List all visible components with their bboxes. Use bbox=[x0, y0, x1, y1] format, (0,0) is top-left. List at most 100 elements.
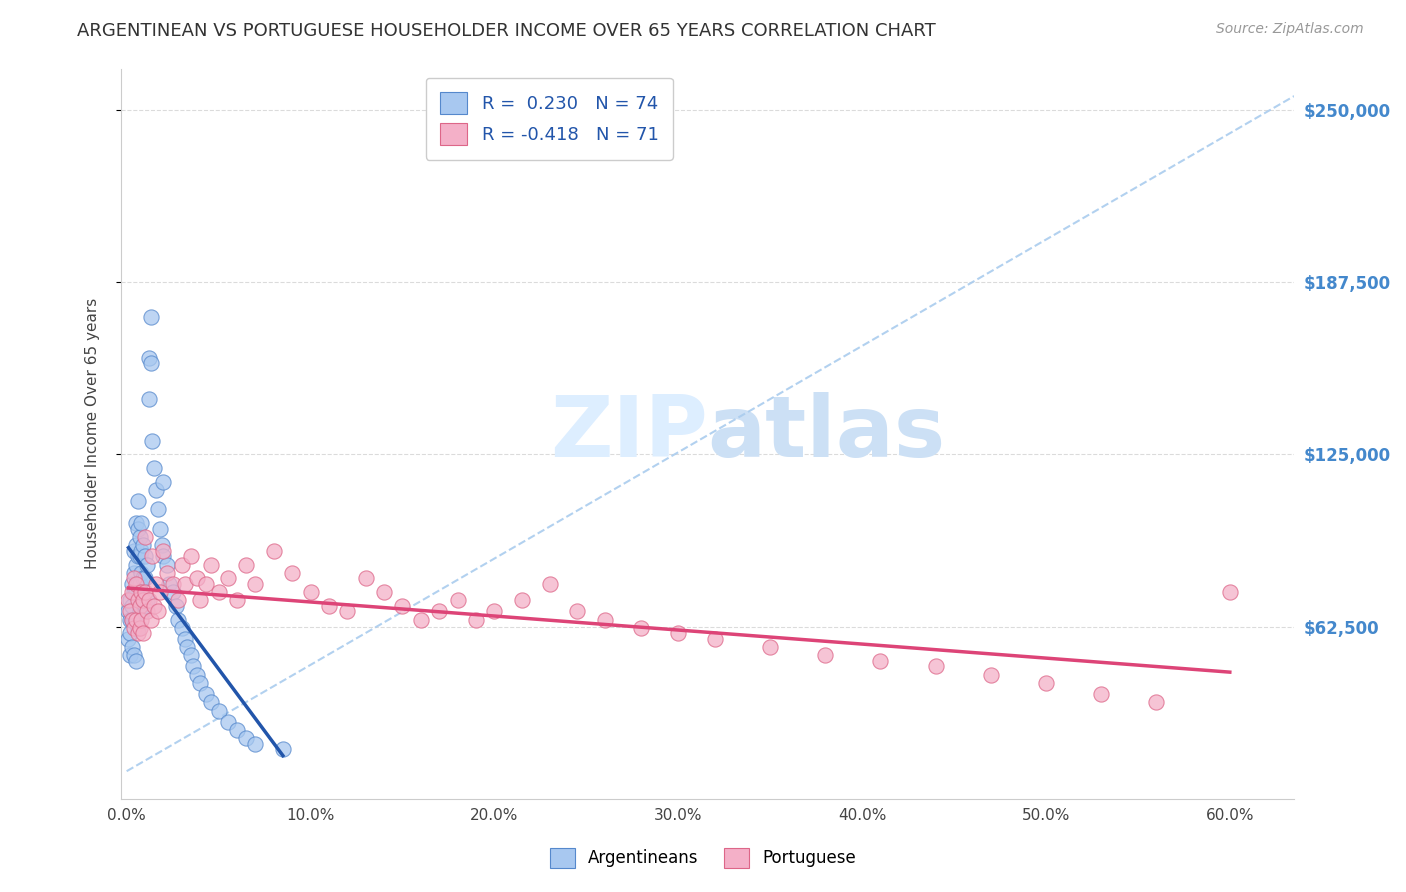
Point bbox=[125, 577, 148, 591]
Point bbox=[134, 530, 156, 544]
Point bbox=[127, 621, 149, 635]
Point bbox=[427, 604, 450, 618]
Point bbox=[132, 538, 155, 552]
Point bbox=[134, 571, 156, 585]
Point bbox=[128, 604, 150, 618]
Point bbox=[127, 577, 149, 591]
Point bbox=[121, 613, 143, 627]
Point bbox=[120, 626, 142, 640]
Point bbox=[125, 613, 148, 627]
Point bbox=[120, 604, 142, 618]
Point bbox=[217, 571, 239, 585]
Point bbox=[186, 571, 208, 585]
Point bbox=[565, 604, 588, 618]
Point bbox=[125, 558, 148, 572]
Point bbox=[125, 654, 148, 668]
Point bbox=[128, 599, 150, 613]
Point bbox=[704, 632, 727, 646]
Text: atlas: atlas bbox=[707, 392, 946, 475]
Point bbox=[131, 566, 153, 580]
Point bbox=[263, 543, 285, 558]
Point bbox=[128, 549, 150, 564]
Point bbox=[145, 483, 167, 497]
Point bbox=[235, 731, 257, 746]
Point bbox=[759, 640, 782, 655]
Point bbox=[167, 613, 190, 627]
Point bbox=[207, 704, 229, 718]
Point bbox=[127, 522, 149, 536]
Point bbox=[121, 585, 143, 599]
Point bbox=[125, 585, 148, 599]
Point bbox=[138, 392, 160, 407]
Point bbox=[200, 558, 222, 572]
Point bbox=[120, 613, 142, 627]
Point bbox=[139, 356, 162, 370]
Point bbox=[980, 667, 1002, 681]
Point bbox=[235, 558, 257, 572]
Point bbox=[299, 585, 322, 599]
Point bbox=[391, 599, 413, 613]
Point bbox=[138, 593, 160, 607]
Point bbox=[149, 585, 172, 599]
Point bbox=[134, 599, 156, 613]
Point bbox=[484, 604, 506, 618]
Point bbox=[120, 593, 142, 607]
Point bbox=[924, 659, 946, 673]
Point bbox=[167, 593, 190, 607]
Point bbox=[122, 613, 145, 627]
Point bbox=[207, 585, 229, 599]
Point bbox=[152, 543, 174, 558]
Point bbox=[127, 593, 149, 607]
Text: ZIP: ZIP bbox=[550, 392, 707, 475]
Point bbox=[200, 695, 222, 709]
Point bbox=[1090, 687, 1112, 701]
Point bbox=[373, 585, 395, 599]
Point bbox=[180, 648, 202, 663]
Point bbox=[152, 475, 174, 489]
Point bbox=[217, 714, 239, 729]
Point bbox=[281, 566, 304, 580]
Point bbox=[134, 549, 156, 564]
Point bbox=[127, 549, 149, 564]
Point bbox=[128, 577, 150, 591]
Point bbox=[245, 737, 267, 751]
Point bbox=[354, 571, 377, 585]
Point bbox=[180, 549, 202, 564]
Point bbox=[117, 593, 139, 607]
Point bbox=[127, 626, 149, 640]
Point bbox=[131, 599, 153, 613]
Point bbox=[409, 613, 432, 627]
Point bbox=[194, 687, 217, 701]
Point bbox=[121, 613, 143, 627]
Point bbox=[593, 613, 616, 627]
Point bbox=[134, 585, 156, 599]
Point bbox=[122, 621, 145, 635]
Point bbox=[869, 654, 891, 668]
Point bbox=[156, 566, 179, 580]
Point bbox=[121, 640, 143, 655]
Point bbox=[194, 577, 217, 591]
Point bbox=[162, 585, 184, 599]
Point bbox=[538, 577, 561, 591]
Point bbox=[188, 676, 211, 690]
Point bbox=[174, 577, 197, 591]
Point bbox=[1144, 695, 1167, 709]
Point bbox=[117, 604, 139, 618]
Point bbox=[146, 502, 169, 516]
Point bbox=[156, 558, 179, 572]
Point bbox=[121, 599, 143, 613]
Point bbox=[318, 599, 340, 613]
Point bbox=[122, 566, 145, 580]
Point bbox=[152, 549, 174, 564]
Point bbox=[170, 621, 193, 635]
Point bbox=[165, 599, 187, 613]
Text: Source: ZipAtlas.com: Source: ZipAtlas.com bbox=[1216, 22, 1364, 37]
Point bbox=[141, 434, 163, 448]
Point bbox=[814, 648, 837, 663]
Point bbox=[125, 613, 148, 627]
Point bbox=[245, 577, 267, 591]
Point bbox=[176, 640, 198, 655]
Point bbox=[131, 613, 153, 627]
Point bbox=[510, 593, 533, 607]
Point bbox=[117, 632, 139, 646]
